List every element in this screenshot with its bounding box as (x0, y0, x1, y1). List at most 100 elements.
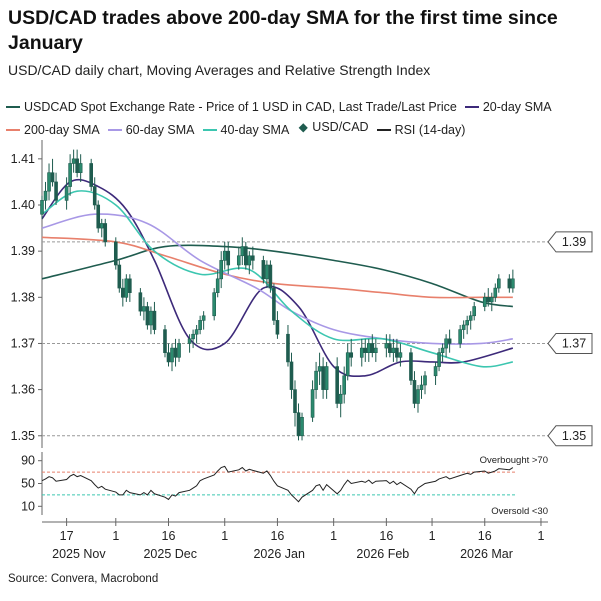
legend-swatch (376, 129, 391, 131)
x-month-label: 2025 Nov (52, 547, 106, 561)
candle-body (64, 186, 69, 201)
candle-body (461, 324, 466, 330)
x-month-label: 2025 Dec (143, 547, 197, 561)
candle-body (489, 297, 494, 303)
legend-item: USDCAD Spot Exchange Rate - Price of 1 U… (6, 97, 457, 117)
x-tick-label: 16 (478, 529, 492, 543)
rsi-y-tick-label: 10 (21, 499, 35, 513)
x-tick-label: 1 (429, 529, 436, 543)
x-month-label: 2026 Feb (356, 547, 409, 561)
candle-body (472, 306, 477, 317)
chart-title: USD/CAD trades above 200-day SMA for the… (8, 7, 558, 54)
candle-body (497, 278, 501, 289)
candle-body (511, 278, 515, 289)
candle-body (145, 306, 150, 326)
candle-body (50, 172, 55, 183)
y-tick-label: 1.35 (11, 429, 35, 443)
reference-label-box (547, 332, 593, 354)
candle-body (384, 343, 389, 349)
candle-body (423, 375, 427, 386)
candle-body (163, 329, 167, 353)
candle-body (310, 389, 315, 418)
reference-label: 1.35 (562, 429, 586, 443)
series-sma20-line (41, 178, 514, 378)
candle-body (314, 370, 318, 390)
candle-body (363, 347, 368, 353)
candle-body (124, 278, 129, 298)
x-month-label: 2026 Jan (253, 547, 304, 561)
x-tick-label: 1 (112, 529, 119, 543)
candle-body (187, 338, 192, 344)
candle-body (170, 347, 174, 363)
candle-body (78, 163, 83, 173)
candle-body (194, 329, 199, 335)
candle-body (40, 200, 44, 215)
candle-body (226, 250, 231, 266)
legend-swatch (202, 129, 217, 131)
y-tick-label: 1.41 (11, 152, 35, 166)
legend-swatch (6, 129, 20, 131)
x-tick-label: 1 (537, 529, 544, 543)
candle-body (128, 278, 132, 293)
candle-swatch-icon: ◆ (298, 120, 308, 134)
candle-body (409, 352, 413, 381)
series-spot-line (41, 244, 513, 308)
candle-body (215, 278, 220, 293)
candle-body (349, 352, 354, 358)
chart-legend: USDCAD Spot Exchange Rate - Price of 1 U… (6, 94, 598, 140)
reference-label: 1.37 (562, 336, 586, 350)
candle-body (300, 417, 304, 437)
candle-body (240, 246, 245, 257)
candle-body (447, 338, 452, 344)
candle-body (166, 352, 171, 363)
y-tick-label: 1.37 (11, 336, 35, 350)
legend-item: RSI (14-day) (376, 120, 465, 140)
candle-body (43, 190, 48, 201)
candle-body (212, 292, 216, 317)
legend-item: 60-day SMA (107, 120, 195, 140)
candle-body (201, 315, 206, 321)
candle-body (99, 223, 104, 229)
candle-body (117, 264, 122, 289)
candle-body (92, 186, 97, 206)
y-tick-label: 1.39 (11, 244, 35, 258)
x-tick-label: 17 (60, 529, 74, 543)
candle-body (219, 260, 224, 280)
candle-body (191, 333, 195, 340)
rsi-y-tick-label: 90 (21, 454, 35, 468)
x-month-label: 2026 Mar (460, 547, 513, 561)
candle-body (416, 389, 420, 404)
y-tick-label: 1.38 (11, 290, 35, 304)
candle-body (335, 366, 339, 404)
legend-swatch (464, 106, 479, 108)
reference-label: 1.39 (562, 235, 586, 249)
candle-body (89, 163, 93, 187)
candle-body (113, 241, 118, 266)
candle-body (324, 366, 329, 390)
reference-label-box (547, 425, 593, 447)
candle-body (54, 181, 58, 201)
candle-body (236, 255, 241, 266)
candle-body (507, 278, 512, 289)
candle-body (412, 380, 417, 404)
candle-body (293, 389, 297, 413)
rsi-oversold-label: Oversold <30 (491, 506, 548, 517)
candle-body (275, 320, 280, 335)
candle-body (261, 260, 266, 280)
x-tick-label: 16 (379, 529, 393, 543)
candle-body (286, 333, 290, 363)
legend-item: 20-day SMA (464, 97, 552, 117)
x-tick-label: 16 (162, 529, 176, 543)
x-tick-label: 1 (221, 529, 228, 543)
legend-label: 60-day SMA (125, 123, 195, 137)
candle-body (289, 361, 294, 390)
legend-swatch (6, 106, 20, 108)
candle-body (68, 163, 72, 187)
candle-body (419, 384, 424, 390)
candle-body (342, 375, 346, 395)
candle-body (493, 287, 498, 298)
rsi-y-tick-label: 50 (21, 477, 35, 491)
legend-item: ◆ USD/CAD (297, 117, 369, 137)
candle-body (244, 246, 248, 266)
